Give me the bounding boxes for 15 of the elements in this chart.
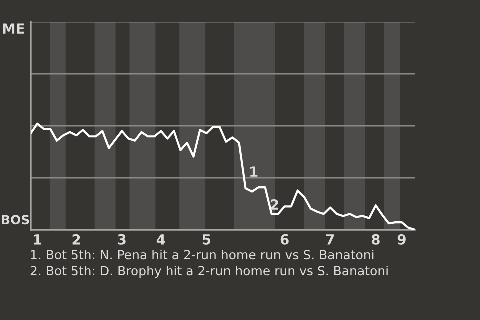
x-tick-label: 4	[156, 234, 166, 245]
text: 1. Bot 5th: N. Pena hit a 2-run home run vs S. Banatoni	[31, 250, 374, 260]
text: 2. Bot 5th: D. Brophy hit a 2-run home run vs S. Banatoni	[30, 266, 388, 278]
x-tick-label: 6	[280, 234, 289, 245]
annotation: 1	[250, 166, 258, 177]
annotation: 2	[271, 200, 278, 210]
x-tick-label: 3	[118, 234, 126, 245]
x-tick-label: 8	[372, 234, 380, 245]
x-tick-label: 2	[72, 234, 80, 245]
x-tick-label: 5	[202, 234, 211, 245]
x-tick-label: 7	[326, 234, 334, 245]
x-tick-label: 1	[34, 234, 42, 245]
text: ME	[3, 24, 24, 34]
x-tick-label: 9	[398, 234, 406, 245]
text: BOS	[2, 215, 30, 225]
